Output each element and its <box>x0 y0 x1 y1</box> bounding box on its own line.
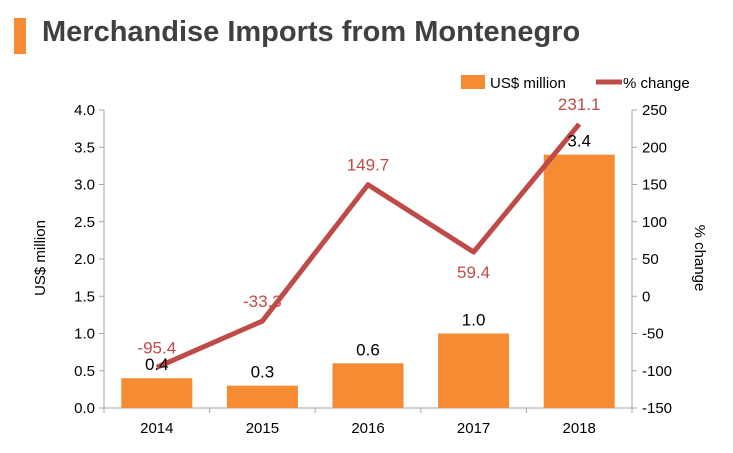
axes: 0.0 0.5 1.0 1.5 2.0 2.5 3.0 3.5 4.0 -150 -100 -50 0 5… <box>74 102 672 437</box>
y-tick-label: 3.0 <box>74 177 95 194</box>
y-tick-label: 2.0 <box>74 251 95 268</box>
bar <box>332 363 404 408</box>
x-tick-label: 2017 <box>457 420 490 437</box>
bar <box>543 154 615 408</box>
x-tick-label: 2016 <box>351 420 384 437</box>
line-value-label: -33.3 <box>243 292 282 311</box>
x-tick-label: 2014 <box>140 420 173 437</box>
legend-label: % change <box>623 75 690 92</box>
line-value-label: 149.7 <box>347 156 390 175</box>
legend: US$ million % change <box>461 75 690 92</box>
chart-title: Merchandise Imports from Montenegro <box>42 16 581 48</box>
data-labels: 0.4 0.3 0.6 1.0 3.4 -95.4 -33.3 149.7 59.4 231.1 <box>137 95 600 382</box>
bar-value-label: 3.4 <box>567 132 591 151</box>
y2-tick-label: 0 <box>642 288 650 305</box>
bars <box>121 154 615 408</box>
y-tick-label: 1.5 <box>74 288 95 305</box>
y-tick-label: 2.5 <box>74 214 95 231</box>
title-accent-bar <box>14 18 26 54</box>
y-tick-label: 1.0 <box>74 326 95 343</box>
y2-tick-label: 150 <box>642 177 667 194</box>
y2-tick-label: 250 <box>642 102 667 119</box>
y-tick-label: 3.5 <box>74 139 95 156</box>
y2-tick-label: 200 <box>642 139 667 156</box>
x-tick-label: 2015 <box>246 420 279 437</box>
bar-value-label: 0.4 <box>145 355 169 374</box>
y2-tick-label: -50 <box>642 326 664 343</box>
x-tick-label: 2018 <box>563 420 596 437</box>
y2-tick-label: -150 <box>642 400 672 417</box>
y2-axis-label: % change <box>691 225 708 292</box>
line-value-label: 59.4 <box>457 263 490 282</box>
legend-swatch-bar <box>461 75 485 89</box>
line-value-label: -95.4 <box>137 338 176 357</box>
y-tick-label: 0.5 <box>74 363 95 380</box>
bar-value-label: 1.0 <box>462 311 486 330</box>
y-tick-label: 4.0 <box>74 102 95 119</box>
bar <box>438 333 510 408</box>
line-value-label: 231.1 <box>558 95 601 114</box>
bar-value-label: 0.6 <box>356 340 380 359</box>
y-axis-label: US$ million <box>32 220 49 296</box>
y-tick-label: 0.0 <box>74 400 95 417</box>
y2-tick-label: 100 <box>642 214 667 231</box>
legend-label: US$ million <box>490 75 566 92</box>
bar-value-label: 0.3 <box>251 363 275 382</box>
line-series <box>155 122 582 370</box>
bar <box>226 385 298 408</box>
y2-tick-label: 50 <box>642 251 659 268</box>
y2-tick-label: -100 <box>642 363 672 380</box>
bar <box>121 378 193 408</box>
